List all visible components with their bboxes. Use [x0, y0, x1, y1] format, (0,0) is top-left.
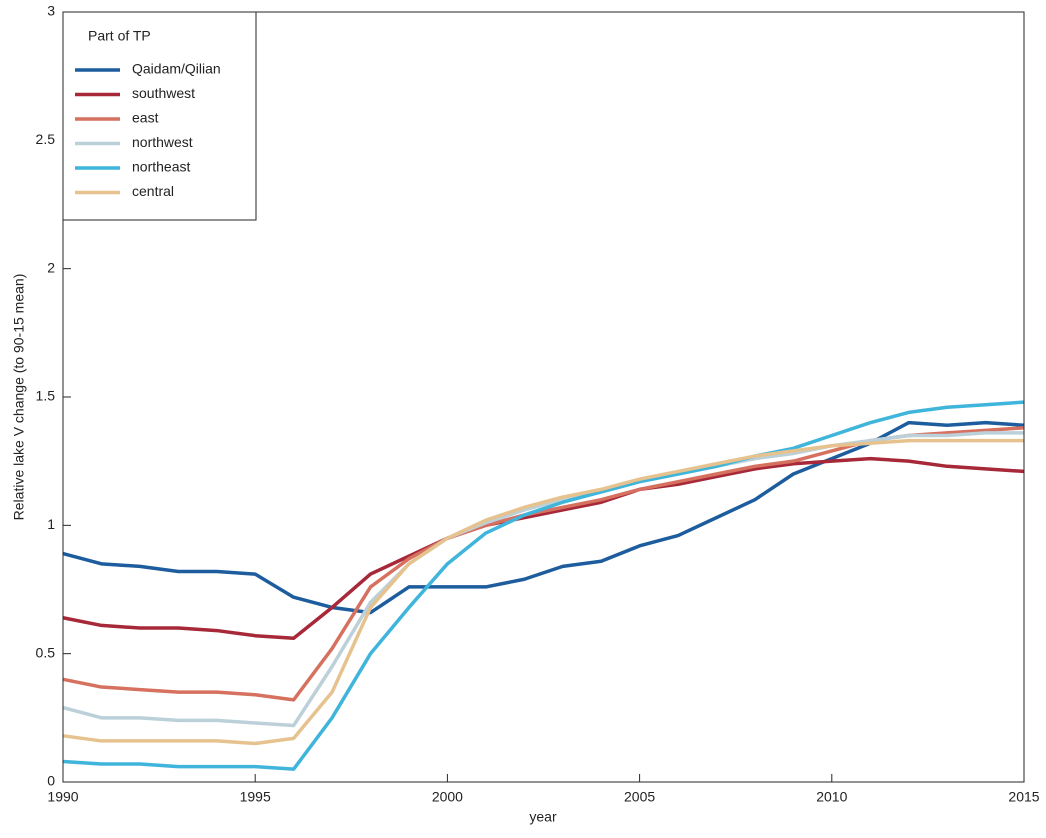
series-line	[62, 420, 1025, 615]
x-tick-label: 2010	[816, 789, 847, 805]
legend-title: Part of TP	[88, 28, 151, 44]
series-line	[62, 400, 1025, 771]
y-tick-label: 0	[47, 773, 55, 789]
y-tick-label: 1.5	[36, 388, 56, 404]
y-tick-label: 2	[47, 259, 55, 275]
legend-label: northeast	[132, 159, 190, 175]
series-line	[62, 438, 1024, 746]
x-tick-label: 2005	[624, 789, 655, 805]
x-tick-label: 1990	[47, 789, 78, 805]
x-tick-label: 2015	[1008, 789, 1039, 805]
legend-label: Qaidam/Qilian	[132, 61, 221, 77]
y-tick-label: 2.5	[36, 131, 56, 147]
series-lines	[62, 400, 1025, 771]
plot-frame	[62, 11, 1025, 783]
axes: 1990 1995 2000 2005 2010 2015 0 0.5 1 1.5 2 2.5 3	[36, 3, 1040, 805]
series-line	[62, 431, 1024, 728]
x-tick-label: 2000	[432, 789, 463, 805]
x-tick-label: 1995	[240, 789, 271, 805]
y-axis-label: Relative lake V change (to 90-15 mean)	[11, 274, 27, 521]
y-tick-label: 0.5	[36, 644, 56, 660]
legend-label: southwest	[132, 85, 195, 101]
legend-label: northwest	[132, 134, 193, 150]
x-axis-label: year	[529, 809, 557, 825]
y-tick-label: 1	[47, 516, 55, 532]
series-line	[62, 456, 1025, 641]
y-tick-label: 3	[47, 3, 55, 19]
legend: Part of TP Qaidam/Qilian southwest east nor…	[62, 11, 257, 221]
legend-box	[62, 11, 257, 221]
legend-label: central	[132, 183, 174, 199]
legend-label: east	[132, 110, 159, 126]
